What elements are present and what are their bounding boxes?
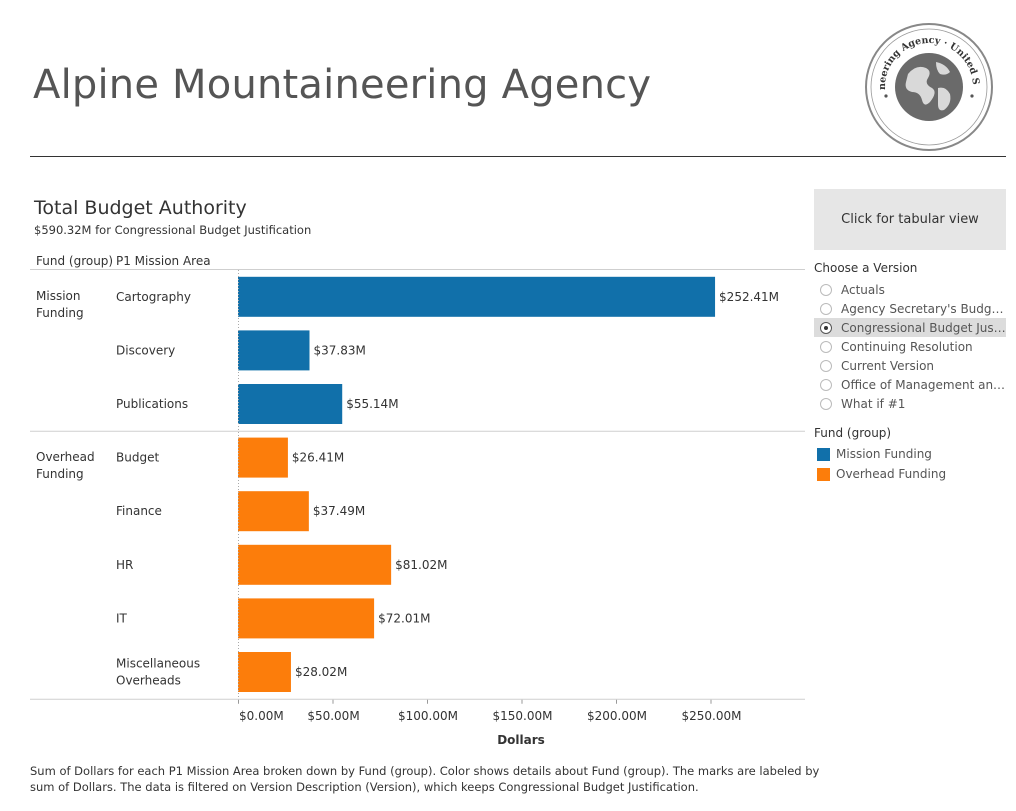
chart-subtitle: $590.32M for Congressional Budget Justif…: [34, 223, 312, 237]
version-option-label: Office of Management and ...: [841, 377, 1006, 392]
version-option-label: Congressional Budget Just...: [841, 320, 1006, 335]
category-label: Cartography: [116, 290, 191, 304]
radio-selected-icon[interactable]: [820, 321, 832, 334]
legend-label: Overhead Funding: [836, 467, 947, 481]
version-option[interactable]: Current Version: [814, 356, 1006, 375]
bar: [238, 652, 291, 692]
category-label: Finance: [116, 504, 162, 518]
x-tick-label: $200.00M: [587, 709, 647, 723]
legend-item[interactable]: Overhead Funding: [814, 464, 946, 484]
bar: [238, 437, 288, 478]
legend-swatch: [817, 447, 830, 461]
column-header-mission-area: P1 Mission Area: [116, 254, 211, 268]
page-title: Alpine Mountaineering Agency: [33, 62, 652, 108]
x-tick-label: $150.00M: [493, 709, 553, 723]
bar: [238, 384, 343, 424]
bar: [238, 491, 309, 532]
radio-icon[interactable]: [820, 302, 832, 315]
bar: [238, 598, 375, 639]
x-tick-label: $0.00M: [239, 709, 284, 723]
category-label: Publications: [116, 397, 188, 411]
version-option[interactable]: Agency Secretary's Budget...: [814, 299, 1006, 318]
version-option[interactable]: What if #1: [814, 394, 1006, 413]
legend-title: Fund (group): [814, 426, 892, 440]
bar-value-label: $28.02M: [295, 665, 347, 679]
group-label: Overhead: [36, 450, 95, 464]
version-filter: Actuals Agency Secretary's Budget... Congr…: [814, 280, 1006, 413]
bar-value-label: $37.83M: [313, 343, 365, 357]
category-label: HR: [116, 558, 133, 572]
version-option-label: What if #1: [841, 396, 906, 411]
bar-value-label: $72.01M: [378, 611, 430, 625]
legend-label: Mission Funding: [836, 447, 932, 461]
version-option[interactable]: Continuing Resolution: [814, 337, 1006, 356]
x-tick-label: $100.00M: [398, 709, 458, 723]
bar-value-label: $252.41M: [719, 290, 779, 304]
bar-value-label: $37.49M: [313, 504, 365, 518]
agency-seal-logo: Alpine Mountaineering Agency · United St…: [864, 22, 993, 151]
group-label: Mission: [36, 289, 80, 303]
version-option[interactable]: Congressional Budget Just...: [814, 318, 1006, 337]
legend-swatch: [817, 467, 830, 481]
radio-icon[interactable]: [820, 359, 832, 372]
version-option-label: Continuing Resolution: [841, 339, 973, 354]
legend-item[interactable]: Mission Funding: [814, 444, 946, 464]
tabular-view-button[interactable]: Click for tabular view: [814, 189, 1006, 250]
column-header-fund-group: Fund (group): [36, 254, 113, 268]
version-filter-title: Choose a Version: [814, 261, 918, 275]
x-tick-label: $250.00M: [682, 709, 742, 723]
chart-caption: Sum of Dollars for each P1 Mission Area …: [30, 764, 820, 794]
category-label: Discovery: [116, 343, 175, 357]
radio-icon[interactable]: [820, 283, 832, 296]
radio-icon[interactable]: [820, 397, 832, 410]
group-label: Funding: [36, 467, 84, 481]
version-option-label: Current Version: [841, 358, 935, 373]
bar: [238, 544, 392, 585]
version-option-label: Agency Secretary's Budget...: [841, 301, 1006, 316]
x-axis-title: Dollars: [497, 733, 545, 747]
version-option-label: Actuals: [841, 282, 885, 297]
bar-value-label: $81.02M: [395, 558, 447, 572]
category-label: Overheads: [116, 674, 181, 688]
version-option[interactable]: Office of Management and ...: [814, 375, 1006, 394]
header-divider: [30, 156, 1006, 157]
group-label: Funding: [36, 306, 84, 320]
version-option[interactable]: Actuals: [814, 280, 1006, 299]
fund-legend: Mission Funding Overhead Funding: [814, 444, 946, 484]
radio-icon[interactable]: [820, 378, 832, 391]
bar: [238, 330, 310, 371]
bar-value-label: $26.41M: [292, 451, 344, 465]
radio-icon[interactable]: [820, 340, 832, 353]
budget-bar-chart: Fund (group) P1 Mission Area Cartography $…: [30, 254, 805, 747]
x-tick-label: $50.00M: [307, 709, 359, 723]
category-label: Budget: [116, 451, 159, 465]
category-label: Miscellaneous: [116, 657, 200, 671]
category-label: IT: [116, 611, 128, 625]
bar: [238, 276, 716, 317]
chart-title: Total Budget Authority: [34, 197, 247, 219]
bar-value-label: $55.14M: [346, 397, 398, 411]
